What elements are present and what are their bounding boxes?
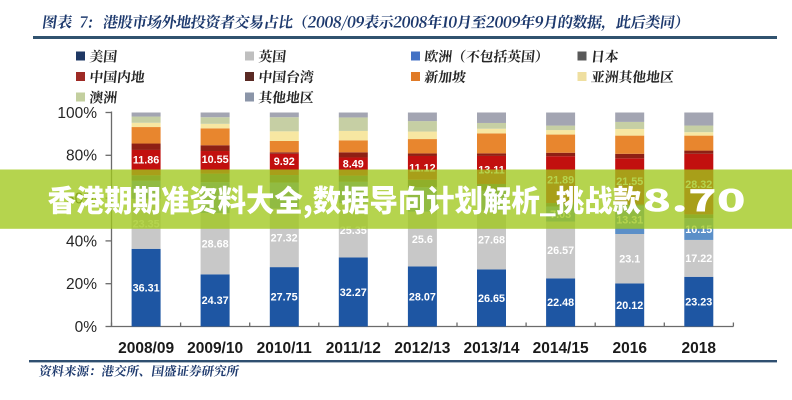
svg-text:32.27: 32.27: [340, 287, 367, 299]
svg-text:100%: 100%: [57, 105, 97, 122]
svg-text:26.65: 26.65: [478, 293, 505, 305]
svg-text:40%: 40%: [66, 233, 97, 250]
svg-text:20.12: 20.12: [616, 300, 643, 312]
svg-text:0%: 0%: [75, 319, 98, 336]
svg-text:24.37: 24.37: [202, 295, 229, 307]
svg-text:2013/14: 2013/14: [463, 340, 519, 357]
svg-text:8.49: 8.49: [343, 158, 364, 170]
svg-text:2018: 2018: [682, 340, 717, 357]
svg-text:2012/13: 2012/13: [394, 340, 450, 357]
svg-text:27.75: 27.75: [271, 292, 298, 304]
svg-text:17.22: 17.22: [685, 253, 712, 265]
svg-text:2010/11: 2010/11: [257, 340, 313, 357]
svg-text:27.32: 27.32: [271, 233, 298, 245]
svg-text:10.55: 10.55: [202, 154, 229, 166]
svg-text:27.68: 27.68: [478, 235, 505, 247]
svg-text:20%: 20%: [66, 276, 97, 293]
svg-text:23.1: 23.1: [619, 254, 640, 266]
svg-text:25.6: 25.6: [412, 234, 433, 246]
svg-text:22.48: 22.48: [547, 297, 574, 309]
svg-text:2009/10: 2009/10: [187, 340, 243, 357]
svg-text:28.68: 28.68: [202, 239, 229, 251]
svg-text:2014/15: 2014/15: [533, 340, 589, 357]
svg-text:23.23: 23.23: [685, 296, 712, 308]
svg-text:36.31: 36.31: [133, 282, 160, 294]
svg-text:28.07: 28.07: [409, 291, 436, 303]
svg-text:80%: 80%: [66, 148, 97, 165]
svg-text:2008/09: 2008/09: [118, 340, 174, 357]
svg-text:2016: 2016: [613, 340, 648, 357]
svg-text:26.57: 26.57: [547, 245, 574, 257]
svg-text:2011/12: 2011/12: [326, 340, 381, 357]
svg-text:11.86: 11.86: [133, 154, 159, 166]
svg-text:9.92: 9.92: [274, 156, 295, 168]
